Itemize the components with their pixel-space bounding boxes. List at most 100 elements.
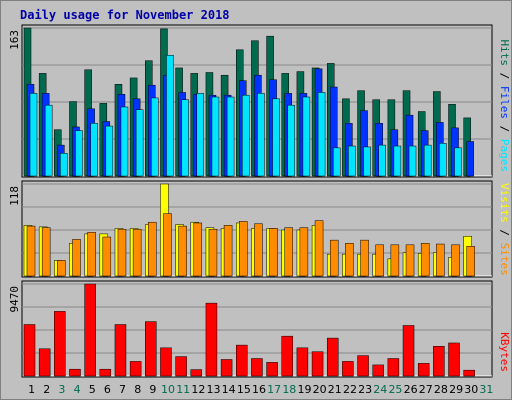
- bar-sites-8: [132, 228, 142, 277]
- bar-pages-7: [120, 106, 129, 177]
- x-tick-label: 10: [161, 383, 175, 396]
- x-tick-label: 21: [328, 383, 342, 396]
- x-tick-label: 24: [373, 383, 387, 396]
- bar-kbytes-16: [251, 358, 263, 377]
- series-kbytes: [23, 283, 475, 377]
- bar-sites-23: [360, 239, 369, 277]
- bar-sites-28: [436, 243, 445, 277]
- x-tick-label: 15: [237, 383, 251, 396]
- bar-kbytes-13: [205, 302, 218, 377]
- x-tick-label: 2: [43, 383, 50, 396]
- bar-kbytes-21: [326, 337, 339, 377]
- x-tick-label: 4: [74, 383, 81, 396]
- x-axis: 1 2 3 4 5 6 7 8 9 10 11 12 13 14 15 16 17 18 19 20 21 22 23 24 2…: [28, 383, 493, 396]
- x-tick-label: 6: [104, 383, 111, 396]
- bar-pages-3: [60, 153, 68, 177]
- legend-separator: /: [498, 119, 511, 139]
- legend-sites: Sites: [498, 243, 511, 276]
- bar-pages-15: [242, 94, 250, 177]
- bar-kbytes-28: [433, 346, 445, 377]
- x-tick-label: 5: [89, 383, 96, 396]
- bar-pages-23: [363, 146, 371, 177]
- bar-kbytes-6: [99, 368, 112, 377]
- bar-pages-13: [211, 96, 220, 177]
- bar-sites-16: [254, 223, 263, 277]
- bar-kbytes-2: [38, 348, 51, 377]
- x-tick-label: 3: [58, 383, 65, 396]
- bar-pages-22: [348, 145, 356, 177]
- series-sites: [26, 213, 475, 277]
- legend-visits: Visits: [498, 183, 511, 223]
- x-tick-label: 22: [343, 383, 357, 396]
- legend-separator: /: [498, 66, 511, 86]
- x-tick-label: 8: [134, 383, 141, 396]
- bar-kbytes-3: [54, 311, 66, 377]
- bar-kbytes-19: [296, 347, 309, 377]
- bar-sites-1: [26, 225, 36, 277]
- x-tick-label: 9: [149, 383, 156, 396]
- y-max-label: 163: [8, 30, 21, 50]
- bar-pages-9: [151, 97, 159, 177]
- bar-kbytes-11: [175, 356, 187, 377]
- bar-pages-25: [393, 145, 402, 177]
- bar-sites-19: [299, 227, 309, 277]
- bar-sites-21: [329, 239, 339, 277]
- bar-kbytes-25: [387, 358, 400, 377]
- x-tick-label: 7: [119, 383, 126, 396]
- x-tick-label: 1: [28, 383, 35, 396]
- bar-pages-12: [196, 93, 205, 177]
- bar-kbytes-8: [129, 361, 142, 377]
- x-tick-label: 13: [207, 383, 221, 396]
- bar-kbytes-17: [266, 362, 278, 377]
- x-tick-label: 12: [191, 383, 205, 396]
- bar-sites-4: [72, 239, 81, 277]
- bar-pages-19: [302, 96, 311, 177]
- legend-separator: /: [498, 223, 511, 243]
- legend-files: Files: [498, 86, 511, 119]
- y-max-label: 9470: [8, 286, 21, 313]
- bar-kbytes-30: [463, 369, 475, 377]
- bar-sites-9: [148, 221, 157, 277]
- bar-sites-6: [102, 236, 112, 277]
- legend-pages-files-hits: Hits / Files / Pages: [498, 40, 511, 173]
- panel-kbytes: 9470 KBytes: [8, 280, 511, 378]
- bar-sites-14: [223, 225, 233, 277]
- bar-sites-27: [420, 243, 430, 277]
- x-tick-label: 18: [282, 383, 296, 396]
- bar-kbytes-9: [145, 321, 157, 377]
- bar-pages-21: [332, 147, 341, 177]
- x-tick-label: 29: [449, 383, 463, 396]
- bar-kbytes-22: [342, 361, 354, 377]
- x-tick-label: 31: [479, 383, 493, 396]
- bar-pages-2: [44, 104, 53, 177]
- bar-sites-26: [405, 244, 415, 277]
- bar-sites-12: [193, 222, 203, 277]
- bar-sites-17: [269, 228, 278, 277]
- x-tick-label: 30: [464, 383, 478, 396]
- bar-kbytes-26: [402, 325, 415, 377]
- bar-kbytes-12: [190, 369, 203, 377]
- bar-kbytes-5: [84, 283, 96, 377]
- x-tick-label: 28: [434, 383, 448, 396]
- legend-hits: Hits: [498, 40, 511, 67]
- bar-pages-17: [272, 98, 280, 177]
- bar-sites-18: [284, 227, 293, 277]
- panel-visits-sites: 118 Visits / Sites: [8, 180, 511, 278]
- bar-kbytes-18: [281, 335, 293, 377]
- bar-pages-26: [408, 145, 417, 177]
- bar-sites-7: [117, 228, 127, 277]
- x-tick-label: 14: [222, 383, 236, 396]
- x-tick-label: 20: [313, 383, 327, 396]
- bar-sites-11: [178, 225, 187, 277]
- x-tick-label: 17: [267, 383, 281, 396]
- bar-sites-3: [57, 260, 66, 277]
- bar-pages-5: [90, 123, 98, 177]
- bar-kbytes-20: [311, 351, 324, 377]
- bar-pages-6: [105, 125, 114, 177]
- bar-pages-20: [317, 92, 326, 177]
- x-tick-label: 19: [297, 383, 311, 396]
- bar-sites-5: [87, 232, 96, 277]
- panel-pages-files-hits: 163 Hits / Files / Pages: [8, 24, 511, 178]
- x-tick-label: 25: [388, 383, 402, 396]
